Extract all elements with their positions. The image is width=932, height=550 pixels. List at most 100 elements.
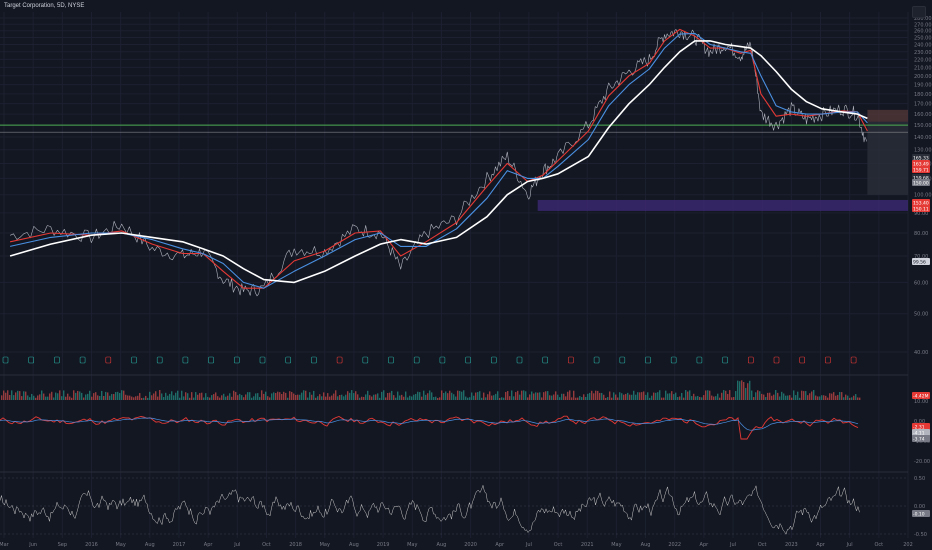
volume-bar xyxy=(453,394,455,400)
volume-bar xyxy=(483,392,485,400)
volume-bar xyxy=(233,390,235,400)
ma-red-line xyxy=(9,28,868,289)
volume-bar xyxy=(799,397,801,400)
volume-bar xyxy=(829,393,831,400)
volume-bar xyxy=(311,394,313,400)
volume-bar xyxy=(497,391,499,400)
earnings-marker-icon xyxy=(362,356,369,364)
earnings-marker-icon xyxy=(2,356,9,364)
volume-bar xyxy=(721,392,723,400)
oscillator-tick-label: -20.00 xyxy=(914,459,930,465)
volume-bar xyxy=(387,393,389,400)
volume-bar xyxy=(193,397,195,400)
volume-bar xyxy=(443,392,445,400)
volume-bar xyxy=(431,392,433,400)
volume-bar xyxy=(21,396,23,400)
oscillator-tick-label: 0.50 xyxy=(914,476,925,482)
time-tick-label: Oct xyxy=(875,542,884,548)
volume-bar xyxy=(41,390,43,400)
volume-bar xyxy=(857,397,859,400)
volume-bar xyxy=(703,395,705,400)
volume-bar xyxy=(359,397,361,400)
volume-bar xyxy=(789,395,791,400)
volume-bar xyxy=(571,397,573,400)
price-tick-label: 280.00 xyxy=(914,16,932,22)
volume-bar xyxy=(303,390,305,400)
volume-bar xyxy=(139,393,141,400)
volume-bar xyxy=(385,397,387,400)
volume-bar xyxy=(687,391,689,400)
volume-bar xyxy=(111,394,113,400)
volume-bar xyxy=(651,395,653,400)
volume-bar xyxy=(811,391,813,400)
volume-bar xyxy=(175,392,177,400)
earnings-marker-icon xyxy=(105,356,112,364)
volume-bar xyxy=(515,392,517,400)
price-tick-label: 60.00 xyxy=(914,280,928,286)
volume-bar xyxy=(603,394,605,400)
volume-bar xyxy=(173,395,175,400)
volume-bar xyxy=(341,394,343,400)
volume-bar xyxy=(577,397,579,400)
volume-bar xyxy=(709,390,711,400)
volume-bar xyxy=(123,390,125,400)
volume-bar xyxy=(827,397,829,400)
volume-bar xyxy=(729,390,731,400)
volume-bar xyxy=(681,392,683,400)
volume-bar xyxy=(261,390,263,400)
volume-bar xyxy=(395,397,397,400)
volume-bar xyxy=(793,390,795,400)
volume-bar xyxy=(17,390,19,400)
volume-bar xyxy=(277,391,279,400)
earnings-marker-icon xyxy=(465,356,471,364)
earnings-marker-icon xyxy=(311,356,317,364)
volume-bar xyxy=(83,397,85,400)
demand-zone xyxy=(537,199,908,211)
volume-bar xyxy=(245,394,247,400)
volume-bar xyxy=(19,391,21,400)
earnings-marker-icon xyxy=(259,356,266,364)
volume-bar xyxy=(817,396,819,400)
volume-bar xyxy=(125,394,127,400)
earnings-marker-icon xyxy=(28,356,35,364)
volume-bar xyxy=(383,390,385,400)
volume-bar xyxy=(219,397,221,400)
volume-bar xyxy=(809,393,811,400)
volume-bar xyxy=(477,392,479,400)
volume-bar xyxy=(661,397,663,400)
volume-bar xyxy=(555,391,557,400)
volume-bar xyxy=(581,397,583,400)
volume-bar xyxy=(511,390,513,400)
volume-bar xyxy=(803,391,805,400)
volume-bar xyxy=(205,393,207,400)
oscillator-line-blue xyxy=(0,417,859,431)
volume-bar xyxy=(775,390,777,400)
volume-bar xyxy=(441,390,443,400)
earnings-marker-icon xyxy=(799,356,806,364)
volume-bar xyxy=(347,391,349,400)
volume-bar xyxy=(505,391,507,400)
volume-bar xyxy=(419,392,421,400)
volume-bar xyxy=(199,393,201,400)
volume-bar xyxy=(113,394,115,400)
time-tick-label: 2019 xyxy=(377,542,390,548)
volume-bar xyxy=(127,395,129,400)
volume-bar xyxy=(727,393,729,400)
volume-bar xyxy=(545,391,547,400)
volume-bar xyxy=(253,396,255,400)
volume-bar xyxy=(615,394,617,400)
volume-bar xyxy=(797,391,799,400)
volume-bar xyxy=(523,390,525,400)
volume-bar xyxy=(305,390,307,400)
volume-bar xyxy=(417,391,419,400)
volume-bar xyxy=(645,394,647,400)
volume-bar xyxy=(249,392,251,400)
time-tick-label: Aug xyxy=(641,542,651,548)
price-tag xyxy=(912,258,930,265)
volume-bar xyxy=(243,397,245,400)
time-tick-label: Jul xyxy=(846,542,853,548)
volume-bar xyxy=(639,392,641,400)
price-tick-label: 130.00 xyxy=(914,148,932,154)
